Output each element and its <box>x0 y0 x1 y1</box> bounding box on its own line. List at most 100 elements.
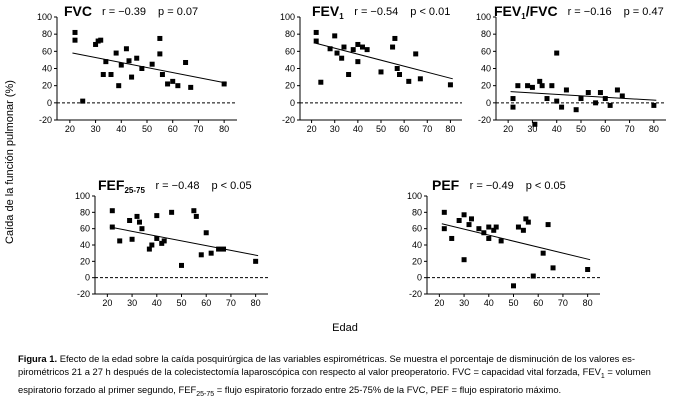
data-point <box>397 72 403 78</box>
data-point <box>139 226 145 232</box>
data-point <box>117 238 123 244</box>
data-point <box>559 104 565 110</box>
x-tick-label: 70 <box>422 124 432 134</box>
data-point <box>188 84 194 90</box>
y-tick-label: 20 <box>481 81 491 91</box>
data-point <box>109 224 115 230</box>
y-tick-label: 100 <box>280 12 295 22</box>
data-point <box>313 29 319 35</box>
y-tick-label: 0 <box>85 273 90 283</box>
data-point <box>544 96 550 102</box>
data-point <box>175 83 181 89</box>
data-point <box>327 46 333 52</box>
data-point <box>515 224 521 230</box>
data-point <box>578 96 584 102</box>
regression-line <box>510 91 657 101</box>
data-point <box>146 246 152 252</box>
data-point <box>449 235 455 241</box>
x-tick-label: 40 <box>116 124 126 134</box>
y-tick-label: 100 <box>75 191 90 201</box>
y-tick-label: -20 <box>39 115 52 125</box>
data-point <box>585 90 591 96</box>
data-point <box>198 252 204 258</box>
y-tick-label: 60 <box>80 224 90 234</box>
data-point <box>537 78 543 84</box>
x-tick-label: 60 <box>600 124 610 134</box>
p-value-label: p = 0.07 <box>158 6 198 18</box>
data-point <box>486 224 492 230</box>
y-tick-label: 0 <box>486 98 491 108</box>
correlation-r-label: r = −0.49 <box>470 180 514 192</box>
data-point <box>461 212 467 218</box>
x-tick-label: 50 <box>176 298 186 308</box>
regression-line <box>72 52 227 84</box>
data-point <box>441 209 447 215</box>
data-point <box>341 44 347 50</box>
data-point <box>72 37 78 43</box>
data-point <box>614 87 620 93</box>
data-point <box>313 38 319 44</box>
x-tick-label: 40 <box>152 298 162 308</box>
data-point <box>334 50 340 56</box>
correlation-r-label: r = −0.16 <box>568 6 612 18</box>
data-point <box>355 41 361 47</box>
p-value-label: p < 0.05 <box>212 180 252 192</box>
correlation-r-label: r = −0.39 <box>102 6 146 18</box>
x-tick-label: 30 <box>527 124 537 134</box>
x-tick-label: 70 <box>625 124 635 134</box>
data-point <box>456 218 462 223</box>
x-tick-label: 80 <box>583 298 593 308</box>
data-point <box>476 226 482 232</box>
x-tick-label: 30 <box>459 298 469 308</box>
data-point <box>346 72 352 78</box>
data-point <box>318 79 324 85</box>
data-point <box>154 235 160 241</box>
data-point <box>136 219 142 225</box>
data-point <box>208 250 214 256</box>
x-tick-label: 70 <box>558 298 568 308</box>
x-tick-label: 50 <box>142 124 152 134</box>
data-point <box>378 69 384 75</box>
x-tick-label: 80 <box>445 124 455 134</box>
data-point <box>597 90 603 96</box>
data-point <box>515 83 521 89</box>
data-point <box>149 61 155 67</box>
data-point <box>216 246 222 252</box>
regression-line <box>313 42 453 80</box>
data-point <box>134 55 140 61</box>
x-tick-label: 40 <box>353 124 363 134</box>
x-tick-label: 20 <box>65 124 75 134</box>
data-point <box>126 58 132 64</box>
data-point <box>554 98 560 104</box>
p-value-label: p = 0.47 <box>624 6 664 18</box>
panel-title: PEF <box>432 177 460 193</box>
y-tick-label: 20 <box>412 256 422 266</box>
data-point <box>149 242 155 248</box>
y-tick-label: 20 <box>42 81 52 91</box>
data-point <box>525 83 531 89</box>
data-point <box>532 121 538 127</box>
data-point <box>466 222 472 228</box>
data-point <box>447 82 453 88</box>
data-point <box>161 238 167 244</box>
y-tick-label: 40 <box>285 64 295 74</box>
y-tick-label: 60 <box>412 224 422 234</box>
data-point <box>72 29 78 35</box>
data-point <box>593 100 599 106</box>
data-point <box>491 227 497 233</box>
data-point <box>129 74 135 80</box>
data-point <box>108 72 114 78</box>
data-point <box>359 44 365 50</box>
x-tick-label: 30 <box>330 124 340 134</box>
y-tick-label: 80 <box>285 29 295 39</box>
data-point <box>520 227 526 233</box>
data-point <box>481 230 487 236</box>
panel-title: FEV1/FVC <box>494 3 558 21</box>
data-point <box>406 78 412 84</box>
data-point <box>413 51 419 57</box>
y-tick-label: 40 <box>42 64 52 74</box>
data-point <box>253 258 259 264</box>
scatter-panel-2: -20 0 20 40 60 80 100 20 30 40 50 60 70 80 FEV1 r = −0.… <box>280 3 462 134</box>
correlation-r-label: r = −0.54 <box>354 6 398 18</box>
x-tick-label: 60 <box>399 124 409 134</box>
